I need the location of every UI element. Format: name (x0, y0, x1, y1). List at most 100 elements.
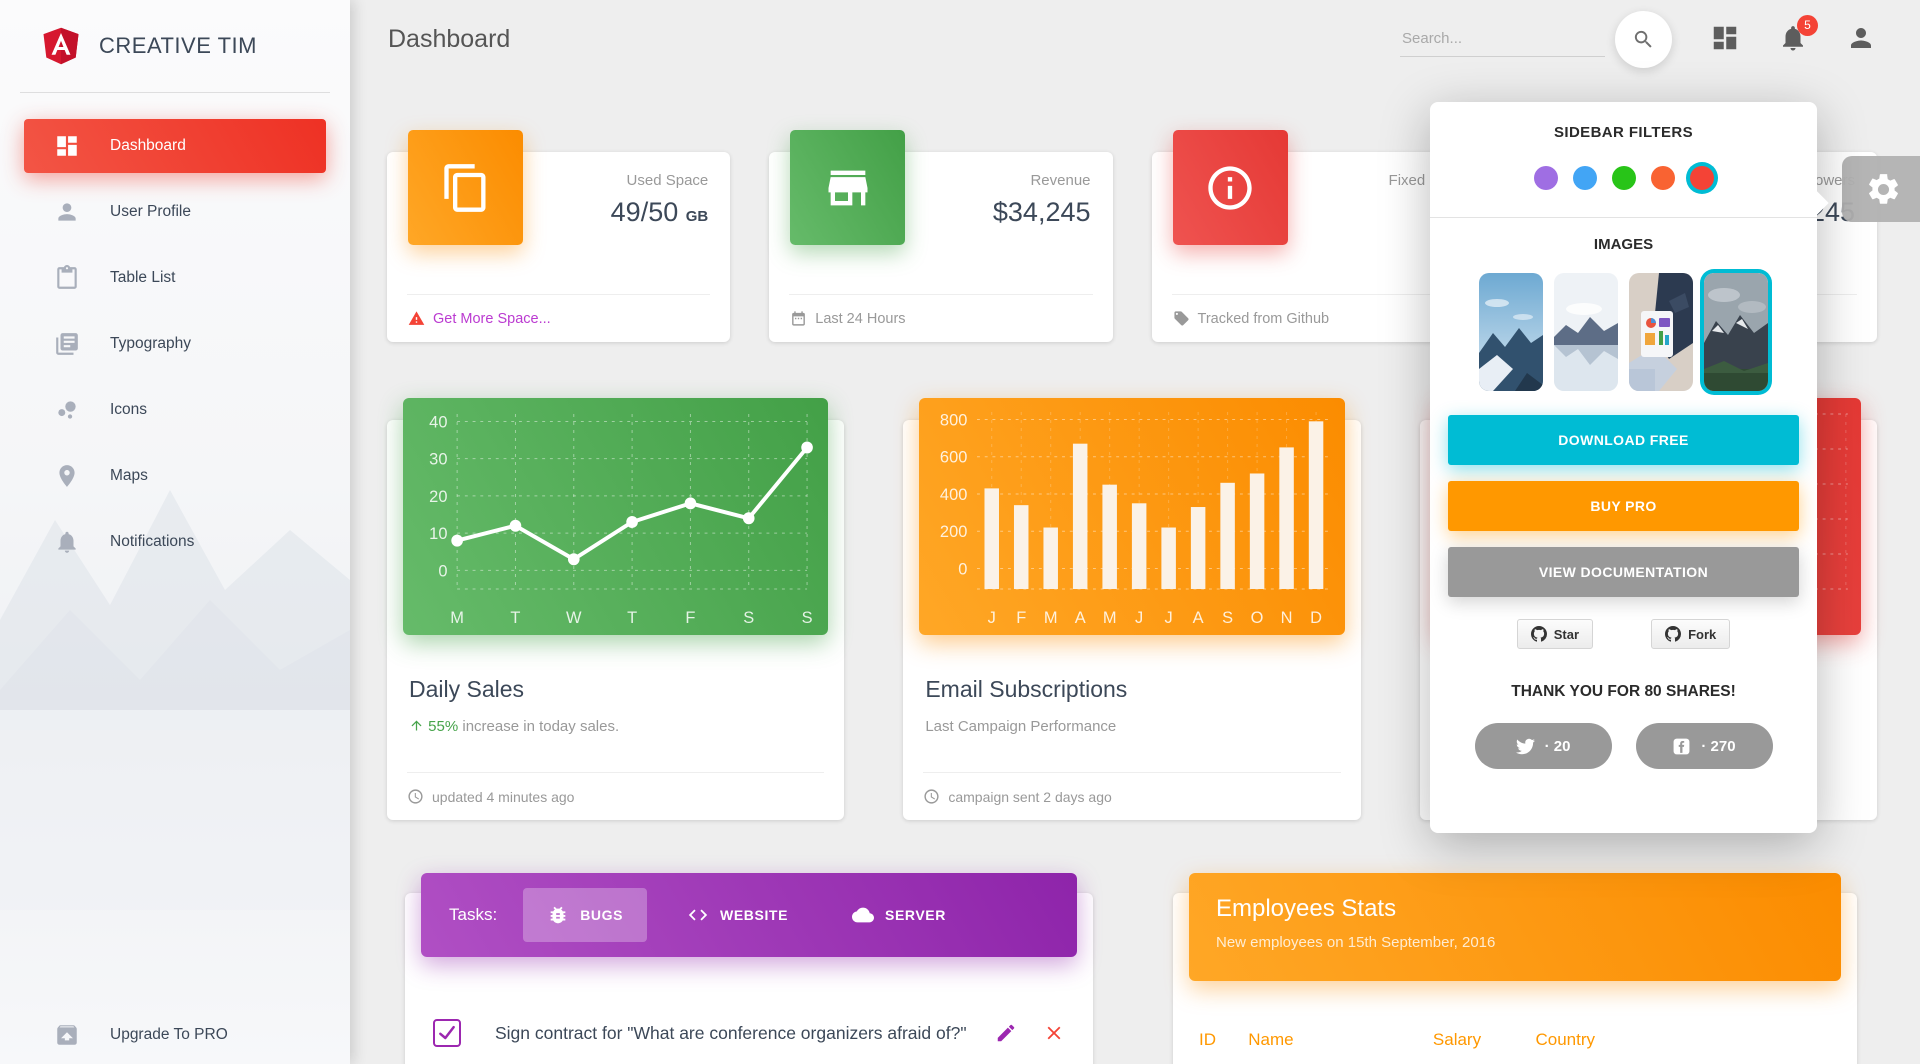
get-more-space-link[interactable]: Get More Space... (433, 310, 551, 327)
edit-pencil-icon[interactable] (995, 1022, 1017, 1044)
svg-text:T: T (627, 608, 637, 627)
tab-bugs[interactable]: BUGS (523, 888, 648, 942)
divider (20, 92, 330, 93)
images-title: IMAGES (1593, 236, 1654, 253)
filter-color-dot[interactable] (1572, 166, 1597, 190)
sidebar-item-label: Notifications (110, 533, 195, 550)
twitter-share-button[interactable]: · 20 (1474, 723, 1612, 769)
todo-row: Sign contract for "What are conference o… (433, 1019, 1065, 1047)
twitter-share-count: · 20 (1544, 737, 1571, 755)
profile-button[interactable] (1846, 23, 1876, 56)
place-pin-icon (59, 465, 75, 487)
employees-subtitle: New employees on 15th September, 2016 (1216, 934, 1496, 951)
tab-website[interactable]: WEBSITE (663, 888, 812, 942)
svg-text:M: M (1103, 608, 1117, 627)
employees-table: ID Name Salary Country (1173, 1030, 1857, 1050)
email-subscriptions-card: 0 200 400 600 800 J F M A M J J A S O N D Email Subscrip… (903, 398, 1361, 820)
filter-color-dot[interactable] (1611, 166, 1636, 190)
chart-subtitle: Last Campaign Performance (925, 718, 1117, 735)
theme-image-mountains-blue-sky[interactable] (1479, 273, 1543, 391)
github-star-button[interactable]: Star (1516, 619, 1594, 649)
sidebar-item-label: Typography (110, 335, 191, 352)
daily-sales-card: 0 10 20 30 40 M T W T F S S Daily Sales 55% increas… (387, 398, 845, 820)
theme-image-misty-lake-mountains[interactable] (1554, 273, 1618, 391)
filter-color-dot[interactable] (1533, 166, 1558, 190)
sidebar-item-typography[interactable]: Typography (24, 317, 326, 371)
search-button[interactable] (1615, 10, 1672, 68)
dashboard-icon (57, 136, 77, 156)
facebook-share-count: · 270 (1701, 737, 1736, 755)
buy-pro-button[interactable]: BUY PRO (1448, 481, 1799, 531)
stat-footer-text: Tracked from Github (1197, 310, 1330, 327)
svg-text:J: J (988, 608, 996, 627)
tag-icon (1173, 311, 1189, 326)
bell-icon (1783, 25, 1803, 50)
calendar-icon (792, 311, 806, 326)
tab-server[interactable]: SERVER (828, 888, 970, 942)
topbar: Dashboard 5 (350, 0, 1920, 78)
tasks-header: Tasks: BUGS WEBSITE SERVER (421, 873, 1077, 957)
divider (789, 294, 1093, 295)
theme-image-tablet-charts-hands[interactable] (1629, 273, 1693, 391)
filter-color-dot[interactable] (1650, 166, 1675, 190)
svg-text:A: A (1193, 608, 1205, 627)
svg-text:800: 800 (940, 410, 967, 429)
notifications-button[interactable]: 5 (1778, 14, 1818, 56)
search-input[interactable] (1400, 21, 1605, 57)
svg-text:O: O (1251, 608, 1264, 627)
sidebar-item-label: User Profile (110, 203, 191, 220)
chart-footer-text: updated 4 minutes ago (432, 788, 575, 805)
person-icon (58, 203, 76, 221)
clipboard-icon (57, 265, 77, 289)
view-documentation-button[interactable]: VIEW DOCUMENTATION (1448, 547, 1799, 597)
sidebar-item-maps[interactable]: Maps (24, 449, 326, 503)
sidebar-item-dashboard[interactable]: Dashboard (24, 119, 326, 173)
sidebar-item-upgrade-to-pro[interactable]: Upgrade To PRO (0, 1022, 350, 1048)
dashboard-grid-button[interactable] (1710, 23, 1740, 56)
close-icon[interactable] (1043, 1022, 1065, 1044)
tasks-card: Tasks: BUGS WEBSITE SERVER (405, 873, 1093, 1064)
sidebar-item-user-profile[interactable]: User Profile (24, 185, 326, 239)
svg-text:J: J (1165, 608, 1173, 627)
thank-you-text: THANK YOU FOR 80 SHARES! (1511, 683, 1736, 700)
image-thumbnails (1430, 273, 1817, 391)
employees-stats-card: Employees Stats New employees on 15th Se… (1173, 873, 1857, 1064)
tab-label: SERVER (885, 907, 946, 923)
sidebar-item-label: Table List (110, 269, 176, 286)
svg-text:40: 40 (429, 412, 447, 431)
chart-subtitle: 55% increase in today sales. (409, 718, 822, 735)
employees-title: Employees Stats (1216, 895, 1397, 922)
filter-color-dot[interactable] (1689, 166, 1714, 190)
info-icon (1172, 130, 1288, 245)
sidebar-nav: Dashboard User Profile Table List Typogr… (0, 93, 350, 595)
theme-image-cloudy-gray-mountains[interactable] (1704, 273, 1768, 391)
download-free-button[interactable]: DOWNLOAD FREE (1448, 415, 1799, 465)
svg-text:0: 0 (438, 561, 447, 580)
facebook-share-button[interactable]: · 270 (1635, 723, 1773, 769)
tab-label: BUGS (580, 907, 624, 923)
facebook-icon (1673, 738, 1690, 754)
settings-gear-button[interactable] (1842, 156, 1920, 222)
stat-footer-text: Last 24 Hours (815, 310, 906, 327)
sidebar-item-notifications[interactable]: Notifications (24, 515, 326, 569)
column-header-name: Name (1248, 1030, 1294, 1049)
column-header-country: Country (1535, 1030, 1596, 1049)
column-header-id: ID (1199, 1030, 1216, 1049)
check-icon (439, 1025, 455, 1040)
todo-checkbox[interactable] (433, 1019, 461, 1047)
svg-text:S: S (802, 608, 813, 627)
sidebar-item-table-list[interactable]: Table List (24, 251, 326, 305)
svg-text:M: M (1044, 608, 1058, 627)
svg-text:M: M (450, 608, 464, 627)
brand: CREATIVE TIM (0, 0, 350, 92)
bottom-row: Tasks: BUGS WEBSITE SERVER (387, 873, 1877, 1064)
tasks-label: Tasks: (449, 905, 498, 924)
page-title: Dashboard (388, 24, 511, 53)
stat-category: Revenue (1030, 172, 1091, 189)
svg-text:F: F (685, 608, 695, 627)
github-fork-button[interactable]: Fork (1651, 619, 1731, 649)
sidebar-item-icons[interactable]: Icons (24, 383, 326, 437)
tab-label: WEBSITE (720, 907, 789, 923)
arrow-up-icon (411, 720, 422, 731)
revenue-card: Revenue $34,245 Last 24 Hours (769, 130, 1113, 342)
